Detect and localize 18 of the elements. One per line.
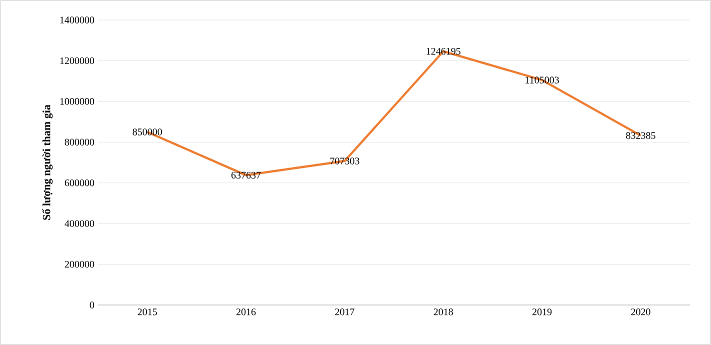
y-tick-label: 0 [90,302,94,308]
y-tick-label: 400000 [64,220,94,227]
x-tick-label: 2020 [631,308,650,316]
y-tick-label: 600000 [64,179,94,186]
y-tick-label: 1200000 [60,57,94,64]
x-tick-label: 2016 [236,308,256,316]
y-tick-label: 200000 [64,260,94,268]
data-label: 850000 [132,128,162,136]
data-label: 1246195 [426,48,460,55]
x-tick-label: 2019 [532,308,552,316]
x-tick-label: 2015 [138,308,157,316]
x-tick-label: 2018 [434,308,453,316]
y-tick-label: 1000000 [60,98,94,105]
y-axis-title: Số lượng người tham gia [42,104,53,220]
y-tick-label: 1400000 [60,16,94,24]
y-tick-label: 800000 [64,138,94,146]
data-label: 832385 [626,132,656,139]
x-tick-label: 2017 [335,308,354,316]
